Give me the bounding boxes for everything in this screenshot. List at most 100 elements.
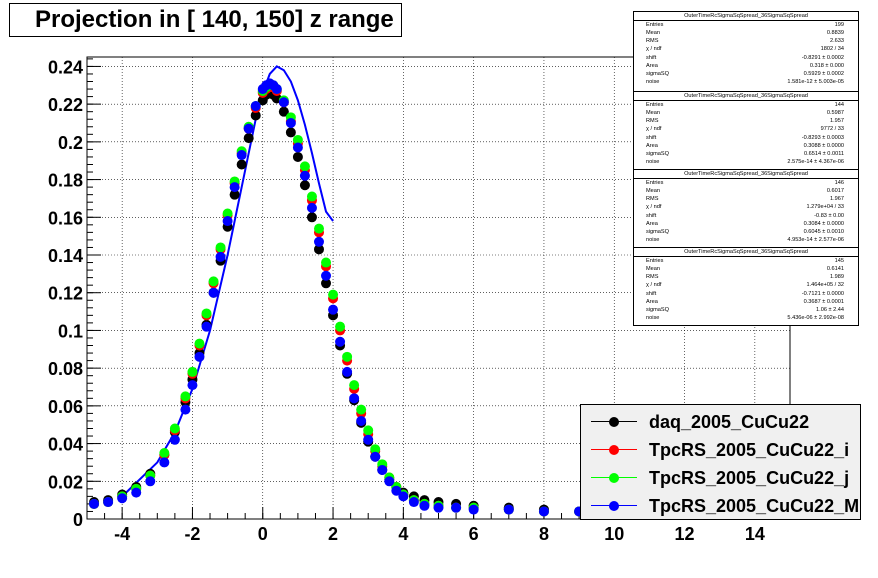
stats-row-label: noise [646,158,660,165]
data-point [271,84,282,95]
stats-row-label: noise [646,78,660,85]
stats-row-label: Area [646,62,658,69]
stats-row-label: sigmaSQ [646,70,670,77]
data-point [169,434,180,445]
stats-row-value: 144 [834,102,844,108]
data-point [180,404,191,415]
stats-row-value: -0.7121 ± 0.0000 [801,290,844,297]
stats-row: sigmaSQ 1.06 ± 2.44 [634,306,858,314]
stats-row-label: Entries [646,102,664,108]
y-tick-label: 0.16 [48,208,83,228]
data-point [384,476,395,487]
data-markers [89,78,585,517]
stats-row-label: shift [646,212,657,219]
stats-row: sigmaSQ 0.6045 ± 0.0010 [634,228,858,236]
data-point [201,308,212,319]
data-point [451,502,462,513]
data-point [356,415,367,426]
data-point [370,444,381,455]
x-tick-label: 10 [604,524,624,544]
data-point [356,404,367,415]
stats-row: Entries 199 [634,21,858,29]
data-point [215,242,226,253]
stats-row-value: 2.575e-14 ± 4.367e-06 [787,158,844,165]
data-point [201,321,212,332]
stats-row-label: sigmaSQ [646,228,670,235]
stats-row: sigmaSQ 0.5929 ± 0.0002 [634,70,858,78]
stats-row-label: RMS [646,274,659,281]
stats-row: Area 0.3084 ± 0.0000 [634,220,858,228]
stats-row-value: 145 [834,258,844,264]
data-point [236,150,247,161]
x-tick-label: -4 [114,524,130,544]
stats-row: shift -0.83 ± 0.00 [634,212,858,220]
stats-row-value: 0.8839 [826,30,844,37]
stats-row-value: 199 [834,22,844,28]
stats-row: Mean 0.6017 [634,187,858,195]
data-point [229,182,240,193]
data-point [299,170,310,181]
stats-row-label: Area [646,220,658,227]
legend-marker-tpcrs-i [609,445,619,455]
data-point [169,423,180,434]
stats-row-value: 0.3687 ± 0.0001 [803,298,844,305]
stats-row-value: 0.5987 [826,110,844,117]
stats-row-label: RMS [646,118,659,125]
stats-row: Mean 0.8839 [634,29,858,37]
y-tick-label: 0.04 [48,435,83,455]
legend-entry-tpcrs-m: TpcRS_2005_CuCu22_M [581,492,862,520]
data-point [292,134,303,145]
x-tick-label: 14 [745,524,765,544]
stats-row: sigmaSQ 0.6514 ± 0.0011 [634,150,858,158]
stats-row: shift -0.7121 ± 0.0000 [634,290,858,298]
data-point [250,110,261,121]
stats-row: Entries 146 [634,179,858,187]
legend: daq_2005_CuCu22 TpcRS_2005_CuCu22_i TpcR… [580,404,861,520]
data-point [363,434,374,445]
x-tick-label: -2 [184,524,200,544]
data-point [328,304,339,315]
data-point [342,351,353,362]
data-point [250,101,261,112]
data-point [278,97,289,108]
stats-row-value: 1.957 [830,118,844,125]
legend-entry-tpcrs-j: TpcRS_2005_CuCu22_j [581,464,862,492]
y-tick-label: 0.24 [48,57,83,77]
legend-label-tpcrs-i: TpcRS_2005_CuCu22_i [649,440,850,460]
data-point [117,493,128,504]
legend-label-daq: daq_2005_CuCu22 [649,412,810,432]
y-tick-label: 0.12 [48,284,83,304]
stats-row-value: 1.967 [830,196,844,203]
stats-box-title: OuterTimeRcSigmaSqSpread_36SigmaSqSpread [634,12,858,21]
data-point [229,189,240,200]
stats-row: Mean 0.6141 [634,265,858,273]
stats-row-label: shift [646,134,657,141]
data-point [243,133,254,144]
stats-row: noise 2.575e-14 ± 4.367e-06 [634,158,858,166]
axes: -4 -2 0 2 4 6 8 10 12 14 0 0.02 0.04 0.06 0.08 0.1 0.12 0… [48,57,791,544]
legend-entry-daq: daq_2005_CuCu22 [581,408,862,436]
stats-row: RMS 1.989 [634,273,858,281]
stats-row-label: Mean [646,266,660,273]
data-point [370,451,381,462]
data-point [215,251,226,262]
x-tick-label: 12 [675,524,695,544]
series-TpcRS_2005_CuCu22_M [89,78,585,517]
data-point [349,393,360,404]
stats-box: OuterTimeRcSigmaSqSpread_36SigmaSqSpread… [633,247,859,326]
data-point [285,127,296,138]
stats-row-label: sigmaSQ [646,150,670,157]
data-point [145,476,156,487]
stats-box-title: OuterTimeRcSigmaSqSpread_36SigmaSqSpread [634,248,858,257]
data-point [377,464,388,475]
y-tick-label: 0.08 [48,359,83,379]
data-point [159,457,170,468]
data-point [292,151,303,162]
stats-row-value: 1.581e-12 ± 5.003e-05 [787,78,844,85]
stats-row-value: 1802 / 34 [820,46,844,53]
data-point [243,123,254,134]
stats-row-value: 0.318 ± 0.000 [809,62,844,69]
data-point [408,497,419,508]
data-point [278,106,289,117]
stats-row-label: χ / ndf [646,126,662,133]
